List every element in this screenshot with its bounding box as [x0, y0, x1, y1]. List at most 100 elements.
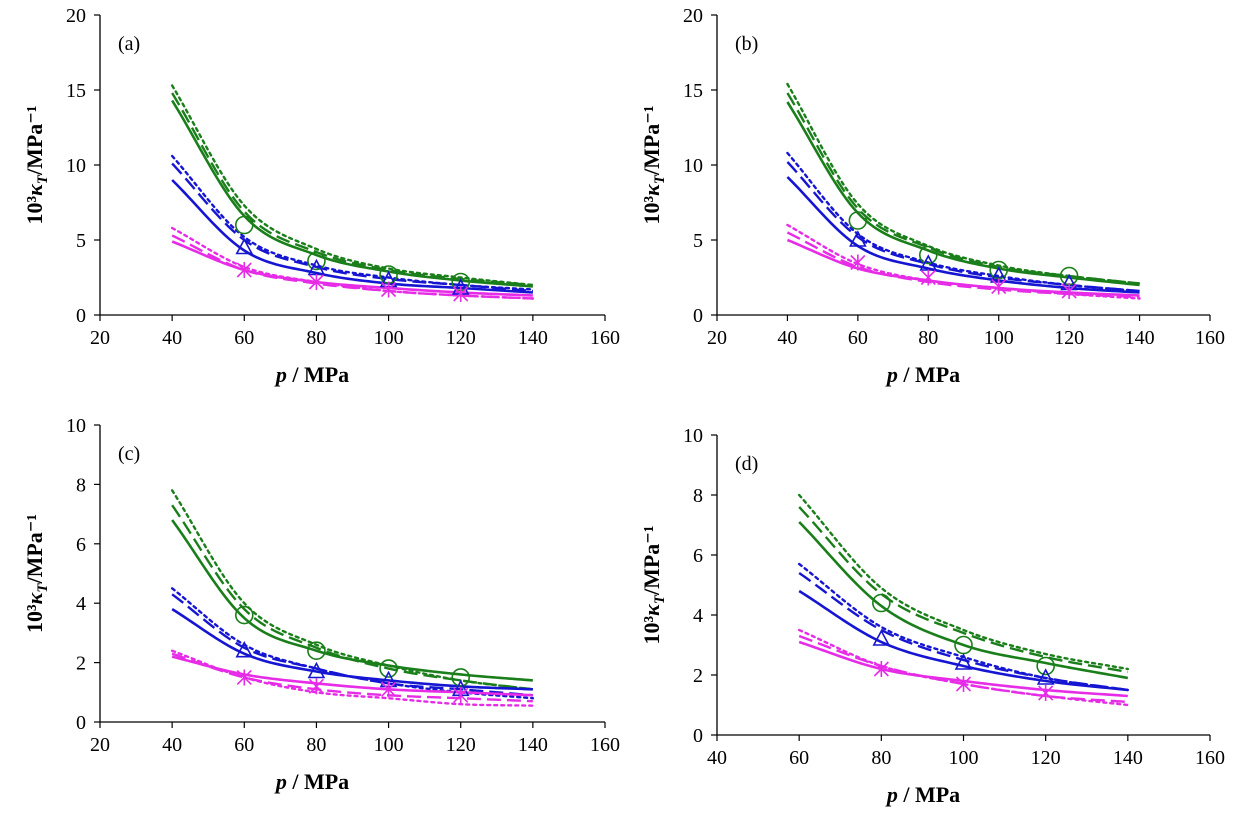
y-tick-label: 10 — [683, 155, 703, 177]
y-tick-label: 8 — [76, 474, 86, 496]
asterisk-marker — [920, 269, 936, 286]
y-tick-label: 10 — [66, 155, 86, 177]
triangle-marker — [307, 661, 326, 679]
series-line-magenta-solid — [171, 655, 533, 697]
circle-marker — [234, 605, 254, 625]
y-tick-label: 6 — [693, 545, 703, 567]
circle-marker — [451, 668, 471, 687]
asterisk-marker — [236, 669, 252, 686]
x-tick-label: 40 — [162, 734, 182, 756]
x-tick-label: 100 — [374, 734, 404, 756]
asterisk-marker — [850, 254, 866, 271]
y-tick-label: 2 — [693, 665, 703, 687]
x-tick-label: 60 — [789, 747, 809, 769]
series-line-blue-dash — [786, 161, 1140, 293]
series-line-blue-dot — [170, 587, 535, 700]
x-tick-label: 60 — [848, 327, 868, 349]
panel-label: (b) — [735, 33, 758, 55]
x-tick-label: 40 — [707, 747, 727, 769]
asterisk-marker — [236, 262, 252, 278]
circle-marker — [848, 211, 868, 230]
y-axis-title: 10³κT/MPa⁻¹ — [22, 514, 51, 633]
series-line-green-dot — [170, 489, 535, 691]
triangle-marker — [1036, 668, 1055, 685]
chart-panel-3: 20 40 60 80 100 120 140 160 0 2 4 6 8 10 (c) p / MPa 10³… — [22, 415, 620, 794]
y-tick-label: 4 — [693, 605, 703, 627]
circle-marker — [234, 215, 254, 235]
triangle-marker — [235, 641, 254, 658]
chart-panel-1: 20 40 60 80 100 120 140 160 0 5 10 15 20 (a) p / MPa 10… — [22, 5, 620, 387]
series-line-magenta-dash — [786, 231, 1140, 299]
series-line-magenta-dot — [170, 649, 535, 707]
panel-label: (d) — [735, 453, 758, 475]
circle-marker — [307, 641, 326, 661]
series-line-green-solid — [786, 101, 1140, 287]
asterisk-marker — [991, 278, 1007, 295]
y-tick-label: 20 — [66, 5, 86, 27]
x-tick-label: 140 — [518, 327, 548, 349]
x-tick-label: 140 — [1125, 327, 1155, 349]
x-tick-label: 140 — [1113, 747, 1143, 769]
x-tick-label: 20 — [90, 734, 110, 756]
asterisk-marker — [381, 681, 397, 698]
y-tick-label: 0 — [693, 725, 703, 747]
x-tick-label: 120 — [446, 734, 476, 756]
series-line-blue-dot — [786, 151, 1141, 293]
series-line-magenta-dot — [786, 223, 1141, 300]
y-tick-label: 0 — [76, 712, 86, 734]
y-tick-label: 15 — [66, 80, 86, 102]
x-axis-title: p / MPa — [885, 362, 960, 387]
triangle-marker — [872, 629, 891, 646]
y-tick-label: 0 — [76, 305, 86, 327]
x-tick-label: 40 — [162, 327, 182, 349]
triangle-marker — [954, 653, 973, 670]
asterisk-marker — [308, 274, 324, 290]
chart-panel-4: 40 60 80 100 120 140 160 0 2 4 6 8 10 (d) p / MPa 10³κT… — [639, 425, 1225, 807]
x-tick-label: 20 — [90, 327, 110, 349]
asterisk-marker — [1038, 685, 1054, 701]
y-tick-label: 10 — [683, 425, 703, 447]
x-tick-label: 160 — [590, 327, 620, 349]
series-line-green-dash — [798, 506, 1129, 674]
x-tick-label: 60 — [234, 327, 254, 349]
circle-marker — [379, 659, 398, 678]
series-line-blue-solid — [171, 179, 533, 294]
x-tick-label: 80 — [871, 747, 891, 769]
asterisk-marker — [1061, 283, 1077, 299]
x-tick-label: 80 — [306, 734, 326, 756]
x-tick-label: 160 — [1195, 327, 1225, 349]
y-tick-label: 5 — [76, 230, 86, 252]
panel-label: (a) — [118, 33, 140, 55]
asterisk-marker — [873, 661, 889, 677]
y-tick-label: 15 — [683, 80, 703, 102]
chart-panel-2: 20 40 60 80 100 120 140 160 0 5 10 15 20 (b) p / MPa 10… — [639, 5, 1225, 387]
x-tick-label: 80 — [306, 327, 326, 349]
y-tick-label: 8 — [693, 485, 703, 507]
x-axis-title: p / MPa — [274, 769, 349, 794]
y-tick-label: 20 — [683, 5, 703, 27]
series-line-green-dash — [171, 92, 533, 287]
circle-marker — [918, 245, 938, 265]
series-line-blue-solid — [798, 589, 1128, 692]
y-axis-title: 10³κT/MPa⁻¹ — [639, 526, 668, 645]
series-line-blue-solid — [786, 176, 1140, 294]
x-axis-title: p / MPa — [274, 362, 349, 387]
x-tick-label: 100 — [374, 327, 404, 349]
circle-marker — [872, 593, 891, 613]
y-tick-label: 0 — [693, 305, 703, 327]
asterisk-marker — [453, 687, 469, 704]
y-tick-label: 6 — [76, 534, 86, 556]
x-tick-label: 20 — [707, 327, 727, 349]
x-tick-label: 120 — [1054, 327, 1084, 349]
asterisk-marker — [381, 281, 397, 298]
series-line-green-solid — [798, 521, 1129, 680]
y-axis-title: 10³κT/MPa⁻¹ — [639, 106, 668, 225]
panel-label: (c) — [118, 443, 140, 465]
x-tick-label: 60 — [234, 734, 254, 756]
series-line-blue-dot — [797, 562, 1130, 692]
asterisk-marker — [955, 676, 972, 692]
x-tick-label: 80 — [918, 327, 938, 349]
x-tick-label: 160 — [590, 734, 620, 756]
series-line-blue-dot — [170, 154, 535, 291]
